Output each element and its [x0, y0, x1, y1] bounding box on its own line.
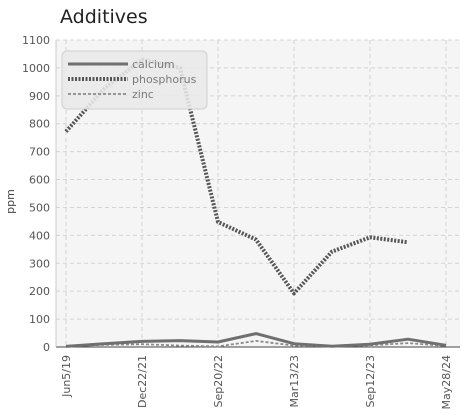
y-tick-label: 1100 [22, 34, 50, 47]
legend-label-calcium: calcium [132, 58, 175, 71]
x-tick-label: May28/24 [440, 355, 453, 409]
y-tick-label: 1000 [22, 62, 50, 75]
y-tick-label: 400 [29, 229, 50, 242]
series-line-zinc [65, 340, 447, 348]
y-tick-label: 100 [29, 313, 50, 326]
legend-label-zinc: zinc [132, 88, 154, 101]
y-tick-label: 300 [29, 257, 50, 270]
legend-label-phosphorus: phosphorus [132, 73, 197, 86]
x-tick-label: Mar13/23 [288, 355, 301, 407]
y-tick-label: 800 [29, 118, 50, 131]
x-tick-label: Sep20/22 [212, 355, 225, 407]
y-tick-label: 900 [29, 90, 50, 103]
chart-title: Additives [60, 6, 148, 28]
x-tick-label: Jun5/19 [60, 355, 73, 398]
series-line-calcium [65, 332, 447, 348]
x-tick-label: Dec22/21 [136, 355, 149, 408]
x-tick-label: Sep12/23 [364, 355, 377, 407]
y-tick-label: 200 [29, 285, 50, 298]
y-tick-label: 600 [29, 174, 50, 187]
y-tick-label: 700 [29, 146, 50, 159]
y-tick-label: 0 [43, 341, 50, 354]
y-axis-label: ppm [4, 189, 17, 214]
y-tick-label: 500 [29, 201, 50, 214]
